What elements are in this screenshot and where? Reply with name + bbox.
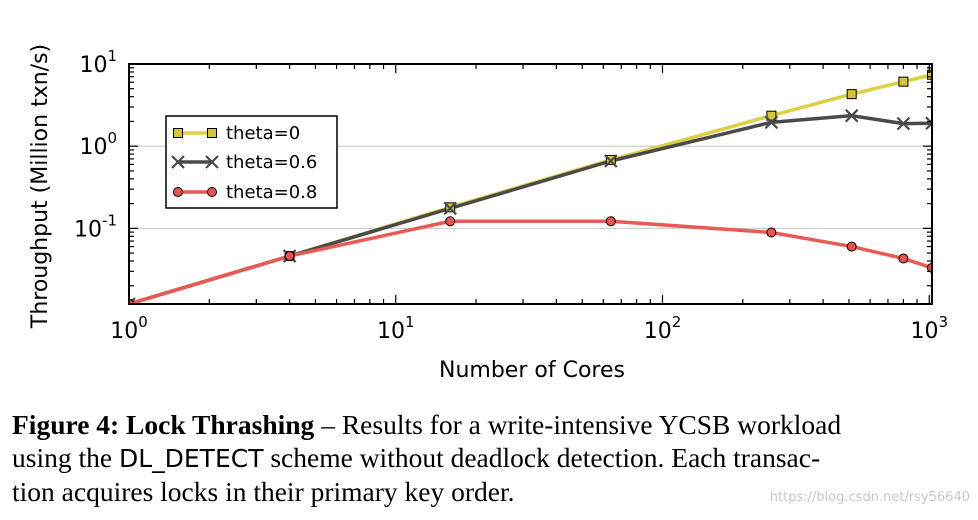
series-lines (129, 73, 932, 304)
legend-label: theta=0.8 (226, 182, 317, 203)
data-point-theta-0 (766, 110, 777, 121)
data-point-theta-0-6 (896, 116, 911, 131)
y-tick-exponent: 0 (107, 129, 117, 147)
y-tick-base: 10 (79, 135, 107, 160)
caption-line-1: Figure 4: Lock Thrashing – Results for a… (12, 408, 972, 441)
x-marker-stroke (925, 121, 932, 131)
data-point-theta-0-8 (927, 262, 932, 273)
caption-scheme-name: DL_DETECT (118, 444, 264, 473)
y-tick-label: 100 (79, 129, 117, 160)
x-marker-stroke (443, 201, 457, 216)
legend-marker (207, 128, 217, 138)
data-point-theta-0-6 (764, 115, 779, 130)
x-marker-stroke (925, 116, 932, 125)
data-point-theta-0-8 (284, 251, 295, 262)
legend-marker (205, 155, 219, 169)
caption-text-2b: scheme without deadlock detection. Each … (263, 442, 821, 473)
x-tick-base: 10 (377, 319, 405, 344)
data-point-theta-0-8 (898, 253, 909, 264)
legend-marker (207, 187, 217, 197)
series-layer (129, 69, 932, 304)
data-point-theta-0-8 (605, 216, 616, 227)
legend-marker (173, 187, 183, 197)
x-tick-label: 102 (644, 313, 682, 344)
data-point-theta-0 (846, 89, 857, 100)
caption-text-1: – Results for a write-intensive YCSB wor… (314, 409, 842, 440)
x-marker-stroke (171, 155, 185, 169)
data-point-theta-0-6 (129, 297, 136, 304)
legend-marker (173, 128, 183, 138)
x-axis-label: Number of Cores (439, 358, 625, 383)
y-tick-label: 101 (79, 47, 117, 78)
series-line-theta-0-6 (129, 113, 932, 304)
legend-label: theta=0 (226, 123, 300, 144)
data-point-theta-0-6 (844, 108, 859, 123)
series-markers (129, 69, 932, 304)
data-point-theta-0 (927, 69, 932, 80)
data-point-theta-0-8 (766, 227, 777, 238)
x-tick-exponent: 0 (138, 313, 148, 331)
data-point-theta-0 (898, 76, 909, 87)
y-tick-base: 10 (79, 53, 107, 78)
legend-label: theta=0.6 (226, 152, 317, 173)
caption-figure-label: Figure 4: Lock Thrashing (12, 409, 315, 440)
data-point-theta-0-8 (846, 241, 857, 252)
x-marker-stroke (205, 155, 219, 169)
x-marker-stroke (129, 297, 136, 304)
legend-marker (171, 155, 185, 169)
x-tick-label: 101 (377, 313, 415, 344)
caption-line-2: using the DL_DETECT scheme without deadl… (12, 441, 972, 475)
x-tick-base: 10 (910, 319, 938, 344)
caption-line-3: tion acquires locks in their primary key… (12, 476, 515, 507)
y-tick-exponent: -1 (102, 211, 117, 229)
data-point-theta-0-8 (129, 299, 134, 304)
legend: theta=0 theta=0.6 theta=0.8 (165, 115, 338, 209)
figure-caption: Figure 4: Lock Thrashing – Results for a… (12, 408, 972, 508)
y-tick-exponent: 1 (107, 47, 117, 65)
y-tick-base: 10 (74, 217, 102, 242)
x-tick-exponent: 1 (405, 313, 415, 331)
data-point-theta-0-6 (925, 116, 932, 131)
x-tick-label: 103 (910, 313, 948, 344)
x-tick-exponent: 3 (938, 313, 948, 331)
data-point-theta-0-6 (443, 201, 457, 216)
plot-frame (128, 63, 933, 305)
x-marker-stroke (844, 108, 859, 123)
data-point-theta-0-6 (604, 154, 618, 168)
y-tick-label: 10-1 (74, 211, 117, 242)
x-marker-stroke (896, 116, 911, 131)
watermark: https://blog.csdn.net/rsy56640 (769, 490, 970, 505)
x-tick-base: 10 (644, 319, 672, 344)
x-tick-exponent: 2 (672, 313, 682, 331)
x-marker-stroke (604, 154, 618, 168)
x-marker-stroke (764, 115, 779, 130)
y-axis-label: Throughput (Million txn/s) (28, 44, 53, 329)
series-line-theta-0-8 (129, 219, 932, 304)
x-tick-base: 10 (110, 319, 138, 344)
x-tick-label: 100 (110, 313, 148, 344)
caption-text-2a: using the (12, 442, 119, 473)
data-point-theta-0-8 (445, 216, 456, 227)
